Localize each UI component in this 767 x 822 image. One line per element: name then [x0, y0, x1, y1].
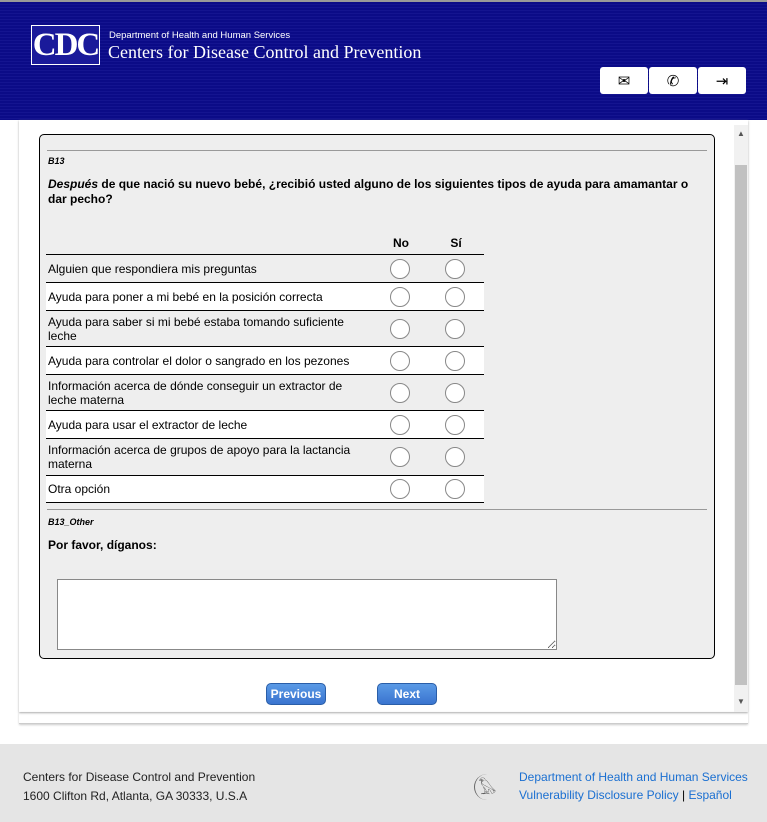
- grid-row: Ayuda para saber si mi bebé estaba toman…: [46, 311, 484, 347]
- hhs-eagle-icon: 𓅃: [474, 774, 500, 800]
- grid-row: Ayuda para usar el extractor de leche: [46, 411, 484, 439]
- radio-no[interactable]: [390, 318, 410, 339]
- radio-no[interactable]: [390, 382, 410, 403]
- scroll-down-icon[interactable]: ▼: [737, 697, 745, 706]
- column-no: No: [393, 236, 409, 250]
- question-grid: Alguien que respondiera mis preguntas Ay…: [46, 254, 484, 503]
- radio-si[interactable]: [445, 382, 465, 403]
- question-emphasis: Después: [48, 177, 99, 191]
- column-si: Sí: [450, 236, 462, 250]
- sign-in-button[interactable]: ⇥: [698, 67, 746, 94]
- link-separator: |: [681, 788, 686, 802]
- grid-row: Información acerca de dónde conseguir un…: [46, 375, 484, 411]
- scroll-up-icon[interactable]: ▲: [737, 129, 745, 138]
- row-label: Ayuda para poner a mi bebé en la posició…: [48, 289, 323, 304]
- row-label: Información acerca de dónde conseguir un…: [48, 378, 343, 407]
- mail-button[interactable]: ✉: [600, 67, 648, 94]
- radio-no[interactable]: [390, 447, 410, 467]
- other-id: B13_Other: [48, 517, 94, 527]
- divider: [47, 150, 707, 151]
- question-id: B13: [48, 156, 65, 166]
- previous-button[interactable]: Previous: [266, 683, 326, 705]
- card-bottom: [19, 712, 748, 724]
- grid-row: Otra opción: [46, 476, 484, 503]
- row-label: Ayuda para usar el extractor de leche: [48, 417, 248, 432]
- radio-si[interactable]: [445, 447, 465, 467]
- radio-no[interactable]: [390, 350, 410, 371]
- footer-org: Centers for Disease Control and Preventi…: [23, 770, 256, 784]
- question-text: Después de que nació su nuevo bebé, ¿rec…: [48, 177, 703, 207]
- question-body: de que nació su nuevo bebé, ¿recibió ust…: [48, 177, 689, 206]
- grid-row: Alguien que respondiera mis preguntas: [46, 255, 484, 283]
- radio-no[interactable]: [390, 479, 410, 499]
- radio-si[interactable]: [445, 414, 465, 435]
- phone-button[interactable]: ✆: [649, 67, 697, 94]
- row-label: Ayuda para saber si mi bebé estaba toman…: [48, 314, 344, 343]
- radio-no[interactable]: [390, 286, 410, 307]
- cdc-logo: CDC: [31, 25, 100, 65]
- agency-name: Centers for Disease Control and Preventi…: [108, 42, 422, 62]
- scrollbar[interactable]: ▲ ▼: [734, 125, 748, 712]
- radio-si[interactable]: [445, 286, 465, 307]
- footer-address: 1600 Clifton Rd, Atlanta, GA 30333, U.S.…: [23, 789, 248, 803]
- radio-si[interactable]: [445, 350, 465, 371]
- vulnerability-policy-link[interactable]: Vulnerability Disclosure Policy: [519, 788, 679, 802]
- espanol-link[interactable]: Español: [688, 788, 732, 802]
- mail-icon: ✉: [617, 72, 631, 90]
- radio-si[interactable]: [445, 318, 465, 339]
- grid-row: Información acerca de grupos de apoyo pa…: [46, 439, 484, 476]
- sign-in-icon: ⇥: [715, 72, 729, 90]
- radio-no[interactable]: [390, 414, 410, 435]
- row-label: Alguien que respondiera mis preguntas: [48, 261, 257, 276]
- grid-row: Ayuda para controlar el dolor o sangrado…: [46, 347, 484, 375]
- grid-row: Ayuda para poner a mi bebé en la posició…: [46, 283, 484, 311]
- question-panel: B13 Después de que nació su nuevo bebé, …: [39, 134, 715, 659]
- scrollbar-thumb[interactable]: [735, 165, 747, 685]
- site-header: CDC Department of Health and Human Servi…: [0, 0, 767, 120]
- radio-no[interactable]: [390, 258, 410, 279]
- hhs-link[interactable]: Department of Health and Human Services: [519, 770, 748, 784]
- other-textarea[interactable]: [57, 579, 557, 650]
- radio-si[interactable]: [445, 258, 465, 279]
- row-label: Información acerca de grupos de apoyo pa…: [48, 443, 351, 471]
- next-button[interactable]: Next: [377, 683, 437, 705]
- row-label: Ayuda para controlar el dolor o sangrado…: [48, 353, 350, 368]
- site-footer: Centers for Disease Control and Preventi…: [0, 744, 767, 822]
- row-label: Otra opción: [48, 482, 111, 496]
- divider: [47, 509, 707, 510]
- other-label: Por favor, díganos:: [48, 538, 157, 552]
- phone-icon: ✆: [666, 72, 680, 90]
- department-name: Department of Health and Human Services: [109, 30, 291, 41]
- radio-si[interactable]: [445, 479, 465, 499]
